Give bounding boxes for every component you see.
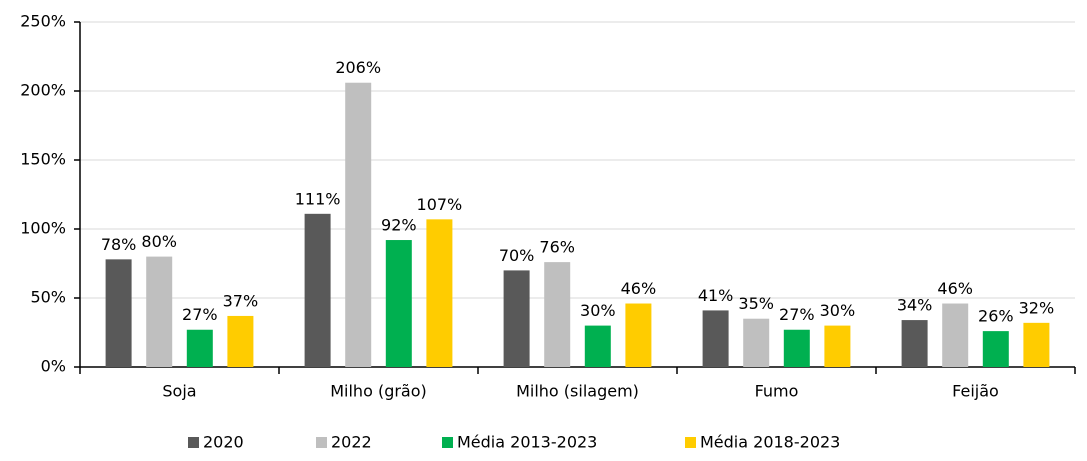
bar (345, 82, 372, 367)
legend-swatch (685, 437, 696, 448)
value-label: 32% (1019, 298, 1055, 317)
value-label: 37% (223, 291, 259, 310)
y-tick-label: 250% (20, 12, 66, 31)
bar (743, 318, 770, 367)
x-tick-label: Soja (162, 382, 196, 401)
value-label: 92% (381, 216, 417, 235)
bar (584, 325, 611, 367)
value-label: 70% (499, 246, 535, 265)
legend-swatch (188, 437, 199, 448)
bar (783, 329, 810, 367)
bar (942, 303, 969, 367)
bar (105, 259, 132, 367)
bar (503, 270, 530, 367)
bar (146, 256, 173, 367)
value-label: 35% (738, 294, 774, 313)
x-tick-label: Fumo (755, 382, 799, 401)
value-label: 78% (101, 235, 137, 254)
bar (186, 329, 213, 367)
value-label: 46% (621, 279, 657, 298)
value-label: 46% (937, 279, 973, 298)
value-label: 41% (698, 286, 734, 305)
value-label: 107% (417, 195, 463, 214)
bar (544, 262, 571, 367)
value-label: 34% (897, 296, 933, 315)
bar (982, 331, 1009, 367)
bar (426, 219, 453, 367)
legend-label: Média 2018-2023 (700, 433, 840, 452)
legend-label: Média 2013-2023 (457, 433, 597, 452)
legend-swatch (442, 437, 453, 448)
y-tick-label: 150% (20, 150, 66, 169)
value-label: 111% (295, 189, 341, 208)
value-label: 26% (978, 307, 1014, 326)
bar (304, 213, 331, 367)
legend-swatch (316, 437, 327, 448)
bar (385, 240, 412, 367)
value-label: 80% (141, 232, 177, 251)
bar (625, 303, 652, 367)
value-label: 206% (335, 58, 381, 77)
x-tick-label: Milho (grão) (330, 382, 427, 401)
x-tick-label: Feijão (952, 382, 999, 401)
bar (227, 315, 254, 367)
bar (901, 320, 928, 367)
value-label: 30% (580, 301, 616, 320)
bar (1023, 322, 1050, 367)
value-label: 27% (779, 305, 815, 324)
bar (702, 310, 729, 367)
y-tick-label: 0% (41, 357, 66, 376)
y-tick-label: 50% (30, 288, 66, 307)
x-tick-label: Milho (silagem) (516, 382, 639, 401)
value-label: 76% (539, 238, 575, 257)
y-tick-label: 100% (20, 219, 66, 238)
value-label: 27% (182, 305, 218, 324)
bar (824, 325, 851, 367)
legend-label: 2020 (203, 433, 244, 452)
value-label: 30% (820, 301, 856, 320)
y-tick-label: 200% (20, 81, 66, 100)
legend-label: 2022 (331, 433, 372, 452)
